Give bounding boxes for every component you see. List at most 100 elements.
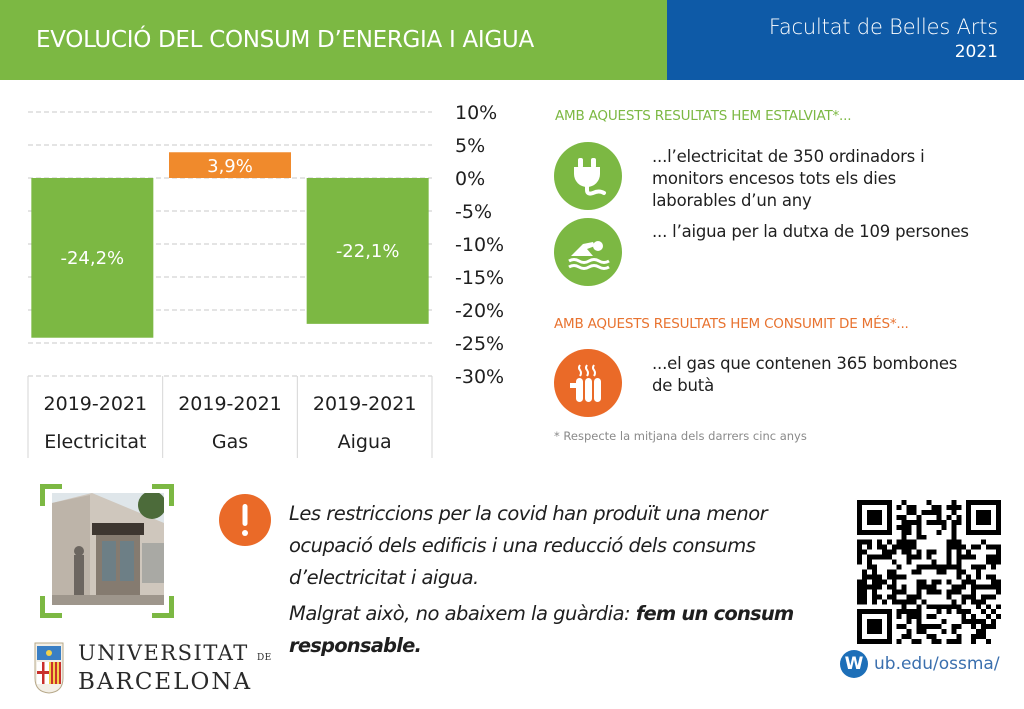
qr-module xyxy=(936,639,942,644)
qr-module xyxy=(881,544,887,550)
qr-module xyxy=(901,604,907,610)
qr-module xyxy=(906,634,912,640)
y-tick-label: 5% xyxy=(455,135,485,157)
university-logo: UNIVERSITAT DE BARCELONA xyxy=(34,640,272,694)
qr-module xyxy=(981,609,987,615)
qr-module xyxy=(906,519,912,525)
qr-module xyxy=(886,594,892,600)
website-link[interactable]: W ub.edu/ossma/ xyxy=(840,650,1000,678)
qr-module xyxy=(991,584,997,590)
qr-module xyxy=(976,564,982,570)
y-tick-label: -15% xyxy=(455,267,504,289)
qr-module xyxy=(886,584,892,590)
y-tick-label: -20% xyxy=(455,300,504,322)
qr-module xyxy=(896,639,902,644)
qr-module xyxy=(876,584,882,590)
qr-module xyxy=(921,599,927,605)
qr-module xyxy=(931,589,937,595)
qr-module xyxy=(926,634,932,640)
qr-module xyxy=(881,549,887,555)
qr-module xyxy=(906,529,912,535)
qr-module xyxy=(891,594,897,600)
bar-aigua xyxy=(306,178,429,324)
qr-module xyxy=(857,554,862,560)
qr-module xyxy=(926,500,932,505)
qr-module xyxy=(921,534,927,540)
qr-module xyxy=(956,554,962,560)
qr-module xyxy=(861,599,867,605)
qr-module xyxy=(891,579,897,585)
qr-module xyxy=(981,619,987,625)
qr-module xyxy=(946,564,952,570)
qr-module xyxy=(926,584,932,590)
qr-module xyxy=(966,554,972,560)
qr-module xyxy=(956,584,962,590)
qr-module xyxy=(876,554,882,560)
qr-module xyxy=(931,564,937,570)
qr-module xyxy=(986,624,992,630)
qr-module xyxy=(991,619,997,625)
qr-module xyxy=(891,584,897,590)
qr-module xyxy=(976,544,982,550)
qr-module xyxy=(906,629,912,635)
qr-module xyxy=(916,564,922,570)
qr-module xyxy=(956,559,962,565)
savings-item-water: ... l’aigua per la dutxa de 109 persones xyxy=(554,218,1014,286)
qr-module xyxy=(871,599,877,605)
qr-module xyxy=(931,519,937,525)
qr-module xyxy=(881,599,887,605)
qr-module xyxy=(981,539,987,545)
qr-module xyxy=(981,594,987,600)
university-name-line1: UNIVERSITAT xyxy=(78,640,249,665)
category-period-label: 2019-2021 xyxy=(313,393,417,415)
qr-module xyxy=(876,544,882,550)
qr-module xyxy=(901,589,907,595)
qr-module xyxy=(911,509,917,515)
building-photo-frame xyxy=(40,484,174,618)
qr-code[interactable] xyxy=(857,500,1001,644)
qr-module xyxy=(946,559,952,565)
qr-module xyxy=(931,634,937,640)
qr-module xyxy=(956,624,962,630)
qr-module xyxy=(866,509,882,525)
qr-module xyxy=(857,594,862,600)
qr-module xyxy=(976,599,982,605)
qr-module xyxy=(961,619,967,625)
qr-module xyxy=(876,574,882,580)
qr-module xyxy=(946,639,952,644)
qr-module xyxy=(857,579,862,585)
university-name: UNIVERSITAT DE BARCELONA xyxy=(78,641,272,694)
qr-module xyxy=(996,544,1001,550)
qr-module xyxy=(906,609,912,615)
qr-module xyxy=(971,579,977,585)
qr-module xyxy=(946,539,952,545)
qr-module xyxy=(896,609,902,615)
qr-module xyxy=(901,549,907,555)
y-tick-label: -25% xyxy=(455,333,504,355)
qr-module xyxy=(861,569,867,575)
qr-module xyxy=(976,584,982,590)
savings-text-electricity: ...l’electricitat de 350 ordinadors i mo… xyxy=(652,147,925,210)
qr-module xyxy=(976,574,982,580)
qr-module xyxy=(996,549,1001,555)
bar-value-label: -24,2% xyxy=(60,248,124,269)
qr-module xyxy=(941,519,947,525)
qr-module xyxy=(966,619,972,625)
qr-module xyxy=(961,569,967,575)
qr-module xyxy=(971,619,977,625)
qr-module xyxy=(936,604,942,610)
qr-module xyxy=(916,554,922,560)
qr-module xyxy=(971,594,977,600)
qr-module xyxy=(951,524,957,530)
bar-electricitat xyxy=(31,178,154,338)
bar-value-label: -22,1% xyxy=(336,241,400,262)
qr-module xyxy=(971,544,977,550)
qr-module xyxy=(956,604,962,610)
qr-module xyxy=(981,629,987,635)
qr-module xyxy=(916,619,922,625)
qr-module xyxy=(861,579,867,585)
qr-module xyxy=(971,624,977,630)
website-url[interactable]: ub.edu/ossma/ xyxy=(874,654,1000,674)
qr-module xyxy=(946,544,952,550)
qr-module xyxy=(956,549,962,555)
